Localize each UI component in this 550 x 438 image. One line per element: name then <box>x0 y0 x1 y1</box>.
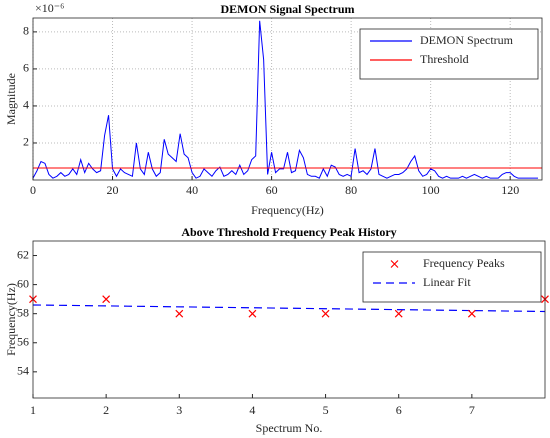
x-tick-label: 40 <box>186 183 198 197</box>
x-tick-label: 80 <box>345 183 357 197</box>
marker <box>321 309 330 318</box>
legend-box <box>359 28 539 80</box>
y-tick-label: 6 <box>23 61 29 75</box>
x-tick-label: 0 <box>30 183 36 197</box>
x-tick-label: 60 <box>266 183 278 197</box>
x-tick-label: 120 <box>501 183 519 197</box>
axes-frame <box>32 17 543 181</box>
marker-x <box>394 309 403 318</box>
marker <box>394 309 403 318</box>
x-tick-label: 100 <box>422 183 440 197</box>
x-axis-label: Spectrum No. <box>256 421 323 435</box>
marker-x <box>321 309 330 318</box>
marker-x <box>248 309 257 318</box>
axes-frame <box>32 240 546 399</box>
y-tick-label: 56 <box>17 335 29 349</box>
legend-box <box>362 251 542 303</box>
marker-x <box>175 309 184 318</box>
x-tick-label: 1 <box>30 403 36 417</box>
legend-label: Linear Fit <box>423 275 471 289</box>
chart-title: DEMON Signal Spectrum <box>220 2 354 16</box>
marker-x <box>102 295 111 304</box>
marker-x <box>467 309 476 318</box>
y-axis-label: Magnitude <box>4 73 18 125</box>
series-line <box>32 20 539 179</box>
legend: DEMON Spectrum Threshold <box>359 28 539 80</box>
legend-marker <box>390 260 399 268</box>
y-tick-label: 62 <box>17 247 29 261</box>
y-multiplier: ×10⁻⁶ <box>35 1 64 15</box>
legend-label: DEMON Spectrum <box>420 33 514 47</box>
y-tick-label: 60 <box>17 276 29 290</box>
y-tick-label: 2 <box>23 135 29 149</box>
legend-label: Threshold <box>420 52 469 66</box>
data-layer <box>32 304 546 313</box>
legend: Frequency Peaks Linear Fit <box>362 251 542 303</box>
marker <box>248 309 257 318</box>
chart-title: Above Threshold Frequency Peak History <box>181 225 396 239</box>
y-tick-label: 4 <box>23 98 29 112</box>
x-tick-label: 3 <box>176 403 182 417</box>
marker <box>175 309 184 318</box>
marker <box>467 309 476 318</box>
y-tick-label: 54 <box>17 364 29 378</box>
x-tick-label: 5 <box>323 403 329 417</box>
legend-label: Frequency Peaks <box>423 256 505 270</box>
x-tick-label: 7 <box>469 403 475 417</box>
series-line <box>32 304 546 313</box>
x-tick-label: 6 <box>396 403 402 417</box>
data-layer <box>32 20 542 179</box>
x-tick-label: 4 <box>249 403 255 417</box>
y-tick-label: 58 <box>17 305 29 319</box>
y-axis-label: Frequency(Hz) <box>4 283 18 356</box>
x-tick-label: 2 <box>103 403 109 417</box>
y-tick-label: 8 <box>23 24 29 38</box>
x-axis-label: Frequency(Hz) <box>251 203 324 217</box>
marker <box>102 295 111 304</box>
x-tick-label: 20 <box>107 183 119 197</box>
